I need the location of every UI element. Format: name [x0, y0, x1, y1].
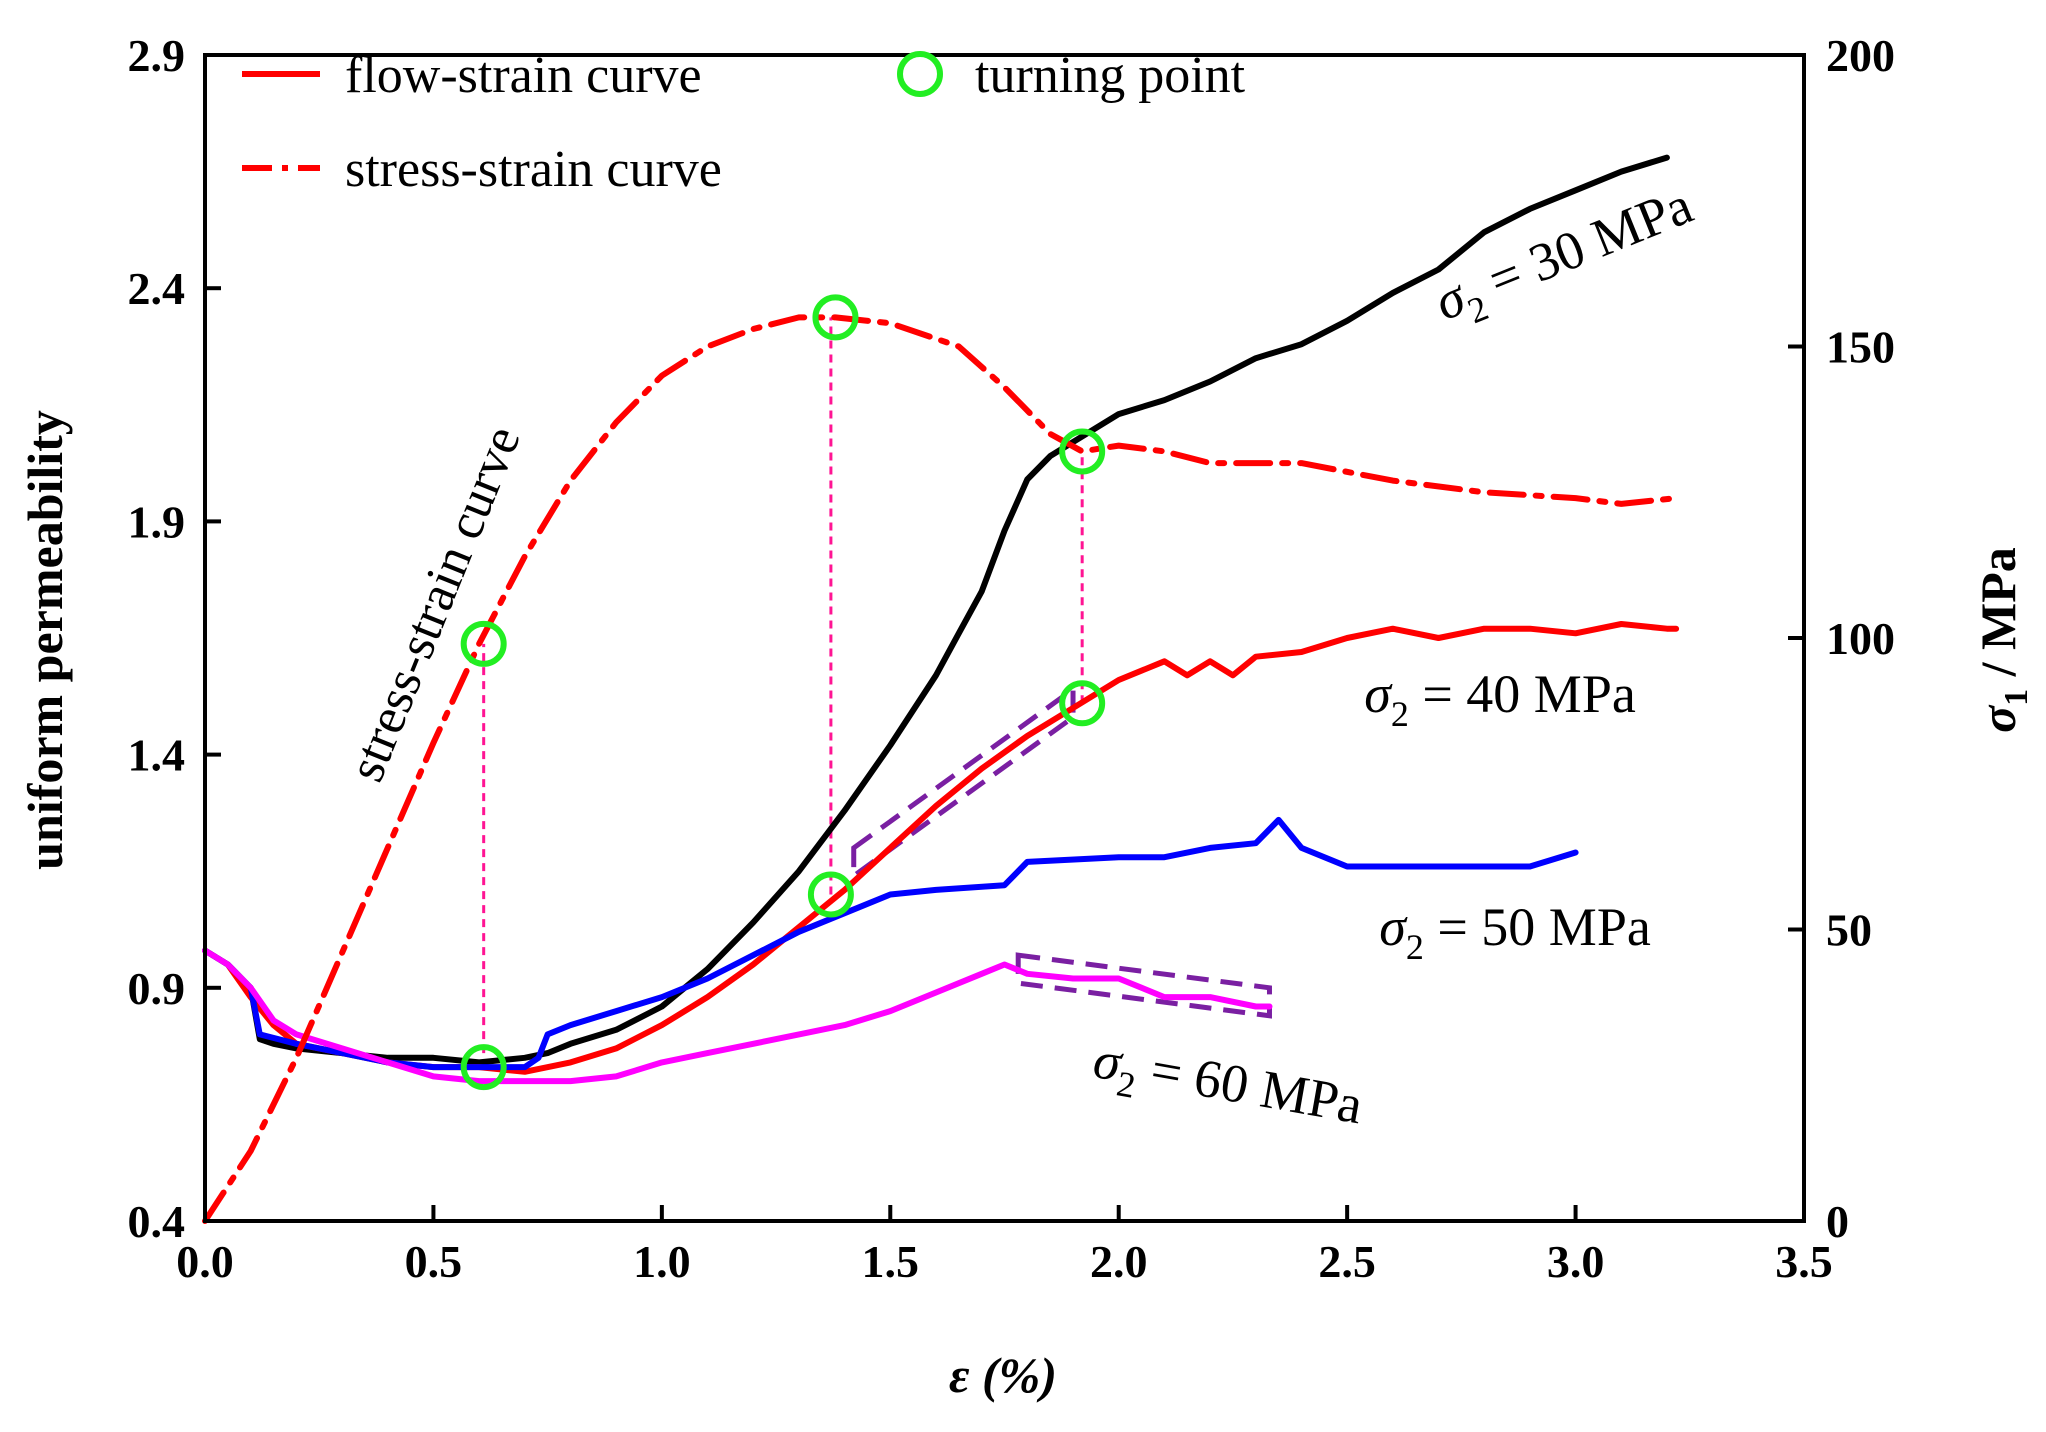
turning-point-marker	[1059, 680, 1106, 727]
y-right-axis-ticks: 0 50 100 150 200	[1788, 30, 1895, 1247]
series-line-2-50-mpa	[202, 816, 1579, 1071]
series-line-2-60-mpa	[202, 947, 1273, 1085]
turning-point-marker	[1059, 428, 1106, 475]
x-axis-title: ε (%)	[949, 1347, 1057, 1403]
y-right-tick-label: 0	[1826, 1196, 1849, 1247]
turning-point-marker	[807, 871, 854, 918]
x-tick-label: 1.5	[862, 1236, 920, 1287]
x-tick-label: 0.5	[405, 1236, 463, 1287]
x-tick-label: 3.0	[1547, 1236, 1605, 1287]
legend-label-stress: stress-strain curve	[345, 141, 722, 198]
y-right-axis-title: σ1 / MPa	[1970, 547, 2035, 733]
legend: flow-strain curve turning point stress-s…	[242, 47, 1246, 198]
y-left-tick-label: 1.4	[128, 730, 186, 781]
series-label-50-mpa: σ2 = 50 MPa	[1379, 897, 1651, 967]
series-label-30-mpa: σ2 = 30 MPa	[1426, 175, 1704, 342]
y-left-tick-label: 1.9	[128, 496, 186, 547]
y-left-tick-label: 2.9	[128, 30, 186, 81]
legend-swatch-turning-point	[897, 51, 943, 97]
y-left-axis-ticks: 0.4 0.9 1.4 1.9 2.4 2.9	[128, 30, 221, 1247]
y-left-tick-label: 2.4	[128, 263, 186, 314]
x-tick-label: 2.5	[1318, 1236, 1376, 1287]
y-right-tick-label: 100	[1826, 613, 1895, 664]
x-tick-label: 2.0	[1090, 1236, 1148, 1287]
series-label-40-mpa: σ2 = 40 MPa	[1364, 664, 1636, 734]
x-tick-label: 3.5	[1775, 1236, 1833, 1287]
y-left-tick-label: 0.4	[128, 1196, 186, 1247]
y-right-tick-label: 150	[1826, 322, 1895, 373]
series-lines	[202, 154, 1680, 1224]
turning-points	[460, 294, 1106, 1091]
legend-label-flow: flow-strain curve	[345, 47, 702, 104]
y-right-unit: / MPa	[1970, 547, 2026, 689]
turning-point-marker	[460, 1044, 507, 1091]
series-line-stress-strain-curve	[202, 314, 1680, 1224]
x-tick-label: 1.0	[633, 1236, 691, 1287]
turning-point-marker	[460, 620, 507, 667]
highlight-bands	[851, 684, 1272, 1019]
highlight-band-2-60-mpa	[1015, 952, 1272, 1019]
x-axis-ticks: 0.0 0.5 1.0 1.5 2.0 2.5 3.0 3.5	[176, 1205, 1833, 1287]
legend-label-turning-point: turning point	[975, 47, 1246, 104]
turning-point-guides	[482, 317, 1084, 1068]
y-left-tick-label: 0.9	[128, 963, 186, 1014]
highlight-band-2-40-mpa	[851, 684, 1076, 881]
turning-point-marker	[812, 294, 859, 341]
y-left-axis-title: uniform permeability	[17, 410, 73, 870]
x-tick-label: 0.0	[176, 1236, 234, 1287]
y-right-tick-label: 50	[1826, 905, 1872, 956]
y-right-sub: 1	[1998, 689, 2035, 706]
y-right-tick-label: 200	[1826, 30, 1895, 81]
series-label-60-mpa: σ2 = 60 MPa	[1087, 1029, 1367, 1145]
y-right-sigma: σ	[1970, 704, 2026, 733]
